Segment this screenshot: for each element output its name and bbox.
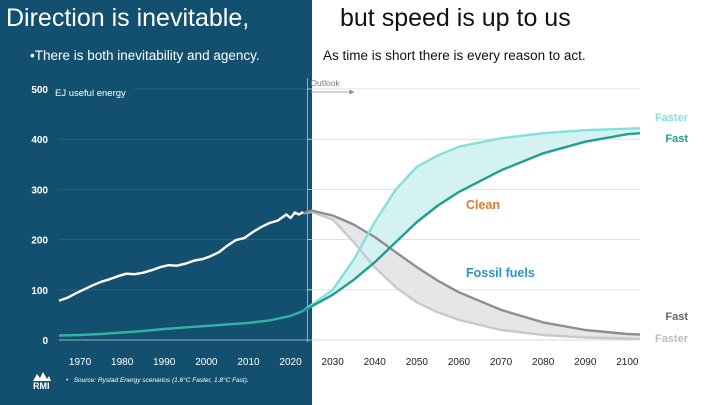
y-tick-300: 300 [31,185,48,196]
x-tick-1980: 1980 [111,357,134,368]
source-note: • Source: Rystad Energy scenarios (1.6°C… [66,377,249,384]
subtitle-left: •There is both inevitability and agency. [30,48,260,63]
x-tick-2060: 2060 [448,357,471,368]
y-tick-100: 100 [31,286,48,297]
x-tick-2000: 2000 [195,357,218,368]
x-tick-2030: 2030 [322,357,345,368]
rmi-logo: RMI [33,372,51,391]
y-tick-200: 200 [31,236,48,247]
label-fossil-faster: Faster [655,333,689,345]
y-tick-0: 0 [42,336,48,347]
logo-text: RMI [33,381,50,391]
x-tick-1970: 1970 [69,357,92,368]
x-tick-2040: 2040 [364,357,387,368]
x-tick-2090: 2090 [574,357,597,368]
source-text: Source: Rystad Energy scenarios (1.6°C F… [73,377,249,384]
clean-fast-line [302,132,641,312]
fossil-fast-line [302,209,641,336]
label-fossil-fuels: Fossil fuels [466,266,535,280]
y-tick-400: 400 [31,135,48,146]
clean-faster-line [302,127,641,312]
x-tick-2070: 2070 [490,357,513,368]
title-right: but speed is up to us [340,4,571,32]
label-clean-fast: Fast [665,133,688,145]
x-tick-2100: 2100 [616,357,639,368]
outlook-arrow-head [349,89,355,95]
x-tick-2050: 2050 [406,357,429,368]
x-tick-2020: 2020 [279,357,302,368]
x-tick-2010: 2010 [237,357,260,368]
label-clean: Clean [466,198,500,212]
x-tick-1990: 1990 [153,357,176,368]
total-historical-line [58,210,304,302]
mountain-icon [33,372,51,381]
fossil-faster-line [302,210,641,341]
y-tick-500: 500 [31,85,48,96]
clean-historical-line [58,309,304,337]
title-left: Direction is inevitable, [6,4,250,32]
subtitle-right: As time is short there is every reason t… [323,48,586,63]
label-clean-faster: Faster [655,112,689,124]
outlook-label: Outlook [310,78,340,88]
clean-band-area [303,128,640,311]
historical-panel-background [0,0,312,405]
x-tick-2080: 2080 [532,357,555,368]
label-fossil-fast: Fast [665,311,688,323]
y-axis-title: EJ useful energy [52,86,134,102]
